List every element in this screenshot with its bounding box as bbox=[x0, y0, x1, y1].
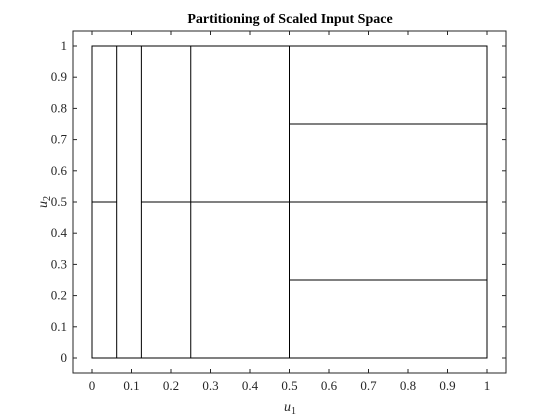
y-axis-label: u2 bbox=[36, 196, 53, 208]
x-tick-label: 0.7 bbox=[360, 378, 377, 393]
y-tick-label: 0.5 bbox=[51, 194, 67, 209]
y-tick-label: 0.1 bbox=[51, 319, 67, 334]
y-tick-label: 0.8 bbox=[51, 100, 67, 115]
y-tick-label: 0.7 bbox=[51, 132, 68, 147]
y-tick-label: 0.4 bbox=[51, 225, 68, 240]
x-tick-label: 0.1 bbox=[123, 378, 139, 393]
partition-lines bbox=[91, 45, 488, 359]
x-tick-label: 1 bbox=[484, 378, 491, 393]
y-tick-label: 0.6 bbox=[51, 163, 68, 178]
x-tick-label: 0.5 bbox=[281, 378, 297, 393]
x-tick-label: 0.3 bbox=[202, 378, 218, 393]
x-tick-label: 0.6 bbox=[321, 378, 338, 393]
x-tick-label: 0.4 bbox=[242, 378, 259, 393]
y-tick-label: 0.3 bbox=[51, 256, 67, 271]
x-tick-label: 0.9 bbox=[439, 378, 455, 393]
x-tick-label: 0.8 bbox=[400, 378, 416, 393]
x-axis-label: u1 bbox=[284, 400, 296, 417]
y-tick-label: 1 bbox=[61, 38, 68, 53]
y-axis-ticks: 0 0.1 0.2 0.3 0.4 0.5 0.6 0.7 0.8 0.9 1 bbox=[51, 38, 506, 365]
x-tick-label: 0 bbox=[89, 378, 96, 393]
y-tick-label: 0.9 bbox=[51, 69, 67, 84]
y-tick-label: 0.2 bbox=[51, 288, 67, 303]
chart-title: Partitioning of Scaled Input Space bbox=[187, 12, 392, 27]
x-axis-ticks: 0 0.1 0.2 0.3 0.4 0.5 0.6 0.7 0.8 0.9 1 bbox=[89, 31, 491, 393]
y-tick-label: 0 bbox=[61, 350, 68, 365]
x-tick-label: 0.2 bbox=[163, 378, 179, 393]
